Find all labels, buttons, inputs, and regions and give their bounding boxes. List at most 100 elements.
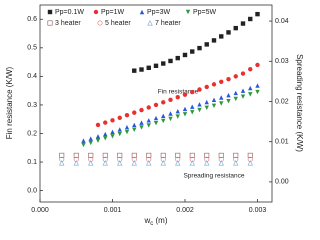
marker [146,118,151,123]
marker [226,99,231,104]
marker [59,156,65,162]
marker [117,160,123,166]
marker [233,90,238,96]
marker [182,112,188,117]
marker [190,104,195,109]
marker [103,136,108,141]
marker [132,110,137,115]
marker [139,120,144,125]
marker [102,156,108,162]
marker [185,9,191,15]
marker [117,156,123,162]
x-tick-label: 0.001 [104,207,122,214]
legend-label: Pp=3W [147,9,171,16]
y-tick-label: 0.5 [27,45,37,52]
marker [190,49,195,54]
marker [204,42,209,47]
marker [175,95,180,100]
y2-tick-label: 0.04 [275,18,289,25]
marker [175,114,180,119]
y-axis-title: Fin resistance (K/W) [5,66,14,139]
x-axis-title: wc (m) [144,216,168,226]
annotation: Spreading resistance [183,173,244,180]
marker [240,88,246,93]
y2-tick-label: 0.00 [275,179,289,186]
marker [161,118,166,124]
marker [189,152,195,158]
marker [204,152,210,158]
marker [93,9,99,15]
marker [131,152,137,158]
marker [47,20,53,26]
marker [190,110,195,115]
legend-label: 7 heater [155,20,181,27]
marker [103,120,108,125]
marker [81,138,86,143]
marker [233,156,239,162]
marker [88,152,94,158]
marker [124,129,130,135]
marker [255,83,260,88]
marker [175,160,181,166]
marker [211,97,217,102]
marker [88,140,93,146]
marker [131,156,137,162]
marker [248,85,253,91]
marker [233,160,239,166]
marker [132,122,137,128]
marker [255,62,260,68]
y-tick-label: 0.2 [27,130,37,137]
marker [197,45,202,51]
marker [211,103,217,108]
marker [160,156,166,162]
marker [161,100,166,105]
marker [219,34,224,39]
marker [102,152,108,158]
marker [219,79,224,85]
marker [153,102,159,108]
marker [73,156,79,162]
marker [102,160,108,166]
legend-label: Pp=5W [193,9,217,16]
marker [182,106,188,112]
marker [204,84,209,90]
marker [219,101,224,106]
marker [146,156,152,162]
marker [160,160,166,166]
marker [110,118,115,123]
marker [233,152,239,158]
legend-label: Pp=0.1W [55,9,84,16]
marker [233,25,238,31]
marker [218,156,224,162]
marker [153,63,159,69]
y-tick-label: 0.0 [27,187,37,194]
marker [189,160,195,166]
marker [131,160,137,166]
marker [175,55,180,61]
marker [95,138,101,143]
marker [247,156,253,162]
legend-label: Pp=1W [101,9,125,16]
marker [226,93,231,98]
x-tick-label: 0.002 [176,207,194,214]
marker [190,89,195,95]
marker [175,152,181,158]
marker [59,152,65,158]
x-tick-label: 0.000 [31,207,49,214]
marker [204,156,210,162]
marker [132,68,137,73]
marker [240,71,246,76]
y-tick-label: 0.4 [27,73,37,80]
marker [47,9,53,15]
marker [233,74,238,79]
y2-tick-label: 0.03 [275,58,289,65]
legend-label: 5 heater [105,20,131,27]
marker [88,156,94,162]
marker [175,109,180,114]
marker [110,134,115,139]
marker [110,129,115,134]
marker [248,67,253,72]
marker [197,87,202,92]
marker [197,102,202,107]
marker [255,89,260,95]
